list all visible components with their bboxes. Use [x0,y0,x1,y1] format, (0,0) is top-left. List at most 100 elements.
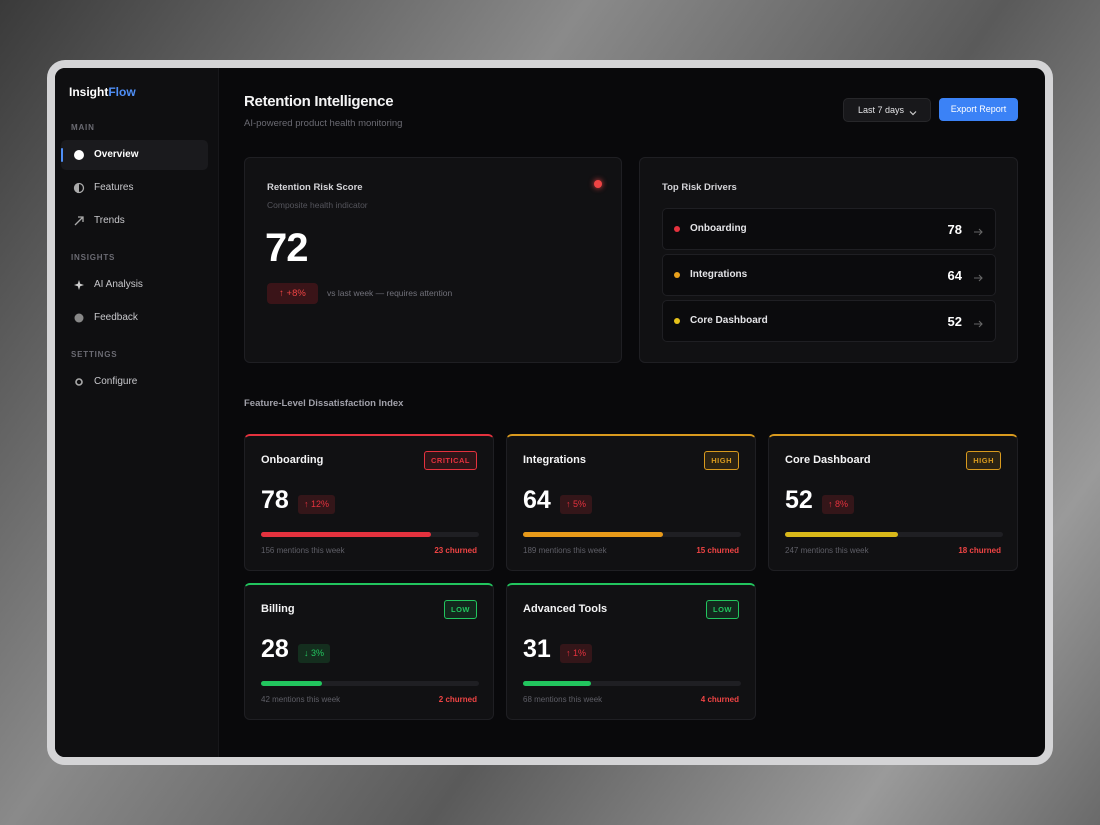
status-dot [594,180,602,188]
churned-text: 23 churned [434,546,477,555]
mentions-text: 42 mentions this week [261,695,341,704]
progress-track [785,532,1003,537]
progress-track [523,532,741,537]
nav-label: Trends [94,215,125,226]
change-badge: ↑ 12% [298,495,336,514]
arrow-icon [973,316,983,328]
card-title: Top Risk Drivers [662,182,737,193]
nav-item[interactable]: Features [61,173,208,203]
dropdown-label: Last 7 days [858,105,905,115]
nav-item[interactable]: AI Analysis [61,270,208,300]
mentions-text: 68 mentions this week [523,695,603,704]
nav-item[interactable]: Feedback [61,303,208,333]
risk-driver-row[interactable]: Onboarding 78 [662,208,996,250]
status-dot [674,226,680,232]
page-title: Retention Intelligence [244,93,394,110]
arrow-right [974,320,983,328]
status-dot [674,272,680,278]
feature-card: Advanced Tools LOW 31 ↑ 1% 68 mentions this … [506,583,756,720]
icon [74,150,84,160]
app-window: InsightFlow MAIN Overview Features Trends INS… [47,60,1053,765]
arrow-icon [973,224,983,236]
feature-score: 78 [261,486,289,514]
level-badge: HIGH [704,451,739,470]
feature-score: 28 [261,635,289,663]
progress-bar [785,532,899,537]
brand: InsightFlow [69,85,136,99]
icon [75,378,83,386]
card-title: Retention Risk Score [267,182,363,193]
change-badge: ↑ 1% [560,644,593,663]
feature-name: Billing [261,603,295,615]
churned-text: 15 churned [696,546,739,555]
nav-item[interactable]: Trends [61,206,208,236]
nav-icon [72,375,86,389]
feature-score: 31 [523,635,551,663]
nav-section-label: INSIGHTS [71,253,116,262]
risk-drivers-card: Top Risk Drivers Onboarding 78 Integrations… [639,157,1018,363]
driver-score: 52 [947,314,962,329]
risk-driver-row[interactable]: Core Dashboard 52 [662,300,996,342]
nav-item[interactable]: Configure [61,367,208,397]
feature-name: Onboarding [261,454,324,466]
icon [73,182,85,194]
churned-text: 2 churned [438,695,477,704]
nav-icon [72,181,86,195]
level-badge: LOW [444,600,477,619]
nav-icon [72,214,86,228]
icon [74,216,84,226]
nav-item[interactable]: Overview [61,140,208,170]
risk-score-value: 72 [265,226,308,270]
mentions-text: 189 mentions this week [523,546,607,555]
driver-score: 64 [947,268,962,283]
progress-bar [261,532,432,537]
feature-card: Core Dashboard HIGH 52 ↑ 8% 247 mentions thi… [768,434,1018,571]
churned-text: 4 churned [700,695,739,704]
change-badge: ↓ 3% [298,644,331,663]
export-button[interactable]: Export Report [939,98,1018,121]
progress-bar [523,532,663,537]
nav-label: Configure [94,376,138,387]
churned-text: 18 churned [958,546,1001,555]
nav-icon [72,311,86,325]
feature-name: Core Dashboard [785,454,871,466]
feature-score: 52 [785,486,813,514]
progress-bar [261,681,323,686]
brand-primary: Insight [69,85,109,99]
arrow-right [974,274,983,282]
chevron-icon [909,111,917,116]
feature-card: Integrations HIGH 64 ↑ 5% 189 mentions this … [506,434,756,571]
icon [74,313,84,323]
nav-icon [72,148,86,162]
comparison-text: vs last week — requires attention [327,288,453,298]
change-badge: ↑ 5% [560,495,593,514]
feature-name: Integrations [523,454,586,466]
status-dot [674,318,680,324]
active-indicator [61,148,63,162]
nav-label: Feedback [94,312,138,323]
progress-track [261,532,479,537]
driver-name: Onboarding [690,223,747,234]
card-subtitle: Composite health indicator [267,200,368,210]
sidebar: InsightFlow MAIN Overview Features Trends INS… [55,68,219,757]
progress-bar [523,681,591,686]
feature-card: Onboarding CRITICAL 78 ↑ 12% 156 mentions th… [244,434,494,571]
level-badge: LOW [706,600,739,619]
section-title: Feature-Level Dissatisfaction Index [244,398,404,409]
driver-score: 78 [947,222,962,237]
progress-track [523,681,741,686]
feature-card: Billing LOW 28 ↓ 3% 42 mentions this week 2 c… [244,583,494,720]
page-subtitle: AI-powered product health monitoring [244,118,403,129]
nav-label: AI Analysis [94,279,143,290]
icon [74,280,84,290]
chevron [908,105,918,116]
nav-icon [72,278,86,292]
date-range-dropdown[interactable]: Last 7 days [843,98,931,122]
change-badge: ↑ +8% [267,283,318,304]
mentions-text: 156 mentions this week [261,546,345,555]
arrow-icon [973,270,983,282]
nav-section-label: MAIN [71,123,95,132]
risk-score-card: Retention Risk Score Composite health ind… [244,157,622,363]
nav-label: Features [94,182,134,193]
risk-driver-row[interactable]: Integrations 64 [662,254,996,296]
